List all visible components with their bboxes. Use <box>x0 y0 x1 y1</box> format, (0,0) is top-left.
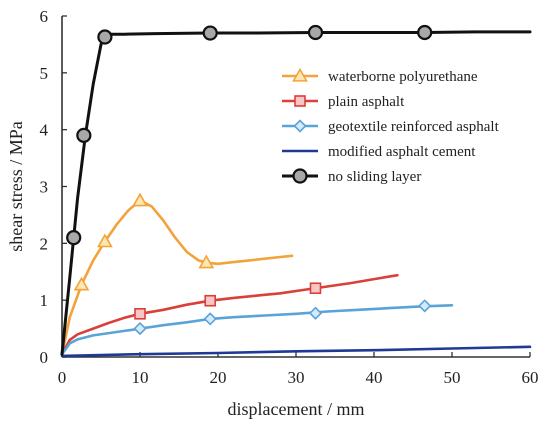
series-line <box>60 30 532 356</box>
data-point <box>203 312 217 326</box>
x-tick-label: 0 <box>58 368 67 387</box>
data-point <box>202 25 218 41</box>
legend-item: plain asphalt <box>282 94 405 110</box>
plot-area <box>60 24 532 358</box>
x-tick-label: 10 <box>132 368 149 387</box>
y-tick-label: 0 <box>40 348 49 367</box>
legend-label: plain asphalt <box>328 94 405 110</box>
y-axis-label: shear stress / MPa <box>6 121 26 251</box>
legend-item: modified asphalt cement <box>282 144 476 160</box>
x-tick-label: 20 <box>210 368 227 387</box>
y-tick-label: 3 <box>40 178 49 197</box>
data-point <box>309 282 322 295</box>
y-tick-label: 4 <box>40 121 49 140</box>
data-point <box>66 230 82 246</box>
axes: 0 10 20 30 40 50 60 0 1 2 3 4 5 6 <box>40 7 539 387</box>
data-point <box>132 192 148 207</box>
x-tick-label: 60 <box>522 368 539 387</box>
legend-marker <box>292 67 308 82</box>
y-tick-label: 5 <box>40 64 49 83</box>
y-tick-label: 1 <box>40 291 49 310</box>
legend: waterborne polyurethane plain asphalt geot… <box>282 67 500 185</box>
data-point <box>417 24 433 41</box>
data-point <box>76 127 92 143</box>
series-line <box>60 199 294 356</box>
data-point <box>418 299 432 313</box>
legend-marker <box>294 95 306 107</box>
series-0 <box>60 192 294 356</box>
x-tick-label: 40 <box>366 368 383 387</box>
data-point <box>133 321 147 336</box>
x-axis-label: displacement / mm <box>228 399 365 419</box>
x-tick-label: 50 <box>444 368 461 387</box>
data-point <box>308 306 323 320</box>
legend-item: geotextile reinforced asphalt <box>282 119 500 135</box>
legend-item: no sliding layer <box>282 168 421 185</box>
legend-label: no sliding layer <box>328 169 421 185</box>
data-point <box>97 29 113 45</box>
series-line <box>60 273 399 356</box>
legend-label: waterborne polyurethane <box>328 69 478 85</box>
data-point <box>204 294 216 307</box>
data-point <box>134 308 146 320</box>
x-tick-label: 30 <box>288 368 305 387</box>
legend-item: waterborne polyurethane <box>282 67 478 85</box>
data-point <box>73 276 90 291</box>
legend-marker <box>293 119 307 133</box>
legend-label: modified asphalt cement <box>328 144 476 160</box>
legend-label: geotextile reinforced asphalt <box>328 119 500 135</box>
y-tick-label: 2 <box>40 234 49 253</box>
data-point <box>198 254 215 269</box>
series-line <box>60 345 532 358</box>
series-3 <box>60 345 532 358</box>
series-4 <box>60 24 532 356</box>
data-point <box>97 233 113 248</box>
data-point <box>307 24 324 41</box>
y-tick-label: 6 <box>40 7 49 26</box>
series-2 <box>60 299 454 356</box>
series-line <box>60 304 454 356</box>
legend-marker <box>292 168 308 184</box>
series-1 <box>60 273 399 356</box>
